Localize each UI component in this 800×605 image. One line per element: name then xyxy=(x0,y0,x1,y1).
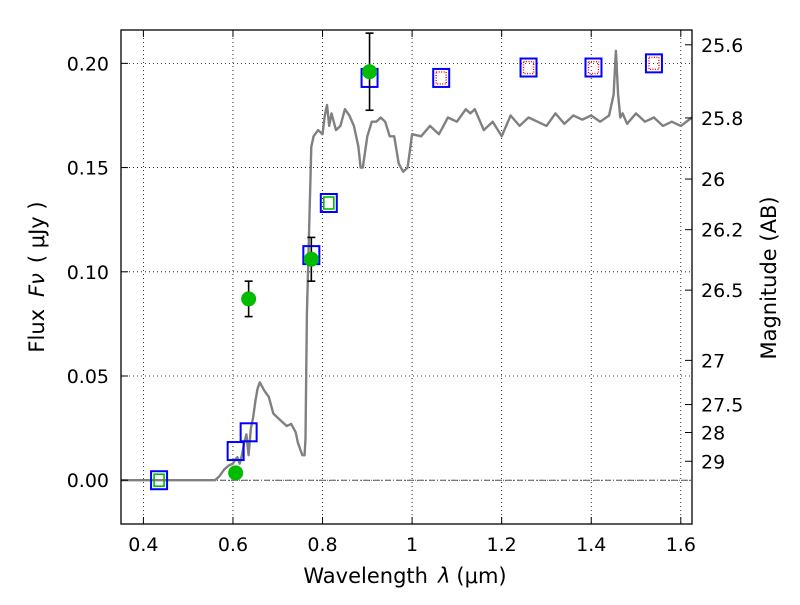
model-photometry-square xyxy=(584,57,603,78)
y-tick-label: 0.10 xyxy=(67,262,109,284)
y-axis-label: FluxFν( μJy ) xyxy=(25,201,49,352)
y-tick-label: 0.05 xyxy=(67,366,109,388)
x-tick-label: 1.4 xyxy=(576,534,606,556)
x-tick-label: 0.6 xyxy=(218,534,248,556)
magnitude-tick-label: 26 xyxy=(701,169,725,191)
magnitude-tick-label: 25.6 xyxy=(701,35,743,57)
observed-flux-point xyxy=(228,465,244,481)
magnitude-tick-label: 28 xyxy=(701,422,725,444)
observed-flux-point xyxy=(362,64,378,80)
inner-red-square xyxy=(522,60,535,75)
plot-frame xyxy=(120,29,693,525)
model-photometry-square xyxy=(150,470,169,491)
inner-red-square xyxy=(435,71,447,85)
spectrum-series xyxy=(121,49,693,482)
axis-ticks: 0.4 0.6 0.8 1 1.2 1.4 1.6 0.00 0.05 0.10 0.15 0.20 2… xyxy=(67,30,743,556)
y-tick-label: 0.20 xyxy=(67,53,109,75)
x-tick-label: 1.6 xyxy=(666,534,696,556)
inner-red-square xyxy=(587,60,600,75)
model-photometry-square xyxy=(239,422,258,443)
y-tick-label: 0.15 xyxy=(67,158,109,180)
inner-green-square xyxy=(153,473,165,488)
inner-green-square xyxy=(322,196,335,210)
model-photometry-square xyxy=(432,67,451,88)
inner-red-square xyxy=(648,56,660,71)
x-tick-label: 0.8 xyxy=(307,534,337,556)
model-photometry-square xyxy=(519,57,538,78)
magnitude-tick-label: 27.5 xyxy=(701,395,743,417)
photometry-points xyxy=(150,32,663,491)
magnitude-tick-label: 27 xyxy=(701,350,725,372)
x-tick-label: 1.2 xyxy=(487,534,517,556)
observed-flux-point xyxy=(303,251,319,267)
model-photometry-square xyxy=(644,53,663,74)
magnitude-tick-label: 26.2 xyxy=(701,220,743,242)
x-tick-label: 1 xyxy=(406,534,418,556)
model-photometry-square xyxy=(319,193,338,214)
magnitude-tick-label: 29 xyxy=(701,451,725,473)
spectrum-line xyxy=(121,49,693,482)
y2-axis-label: Magnitude (AB) xyxy=(757,196,781,359)
magnitude-tick-label: 26.5 xyxy=(701,280,743,302)
grid xyxy=(121,30,692,524)
magnitude-tick-label: 25.8 xyxy=(701,108,743,130)
y-tick-label: 0.00 xyxy=(67,470,109,492)
model-photometry-square xyxy=(226,441,245,462)
observed-flux-point xyxy=(241,291,257,307)
x-axis-label: Wavelength λ (μm) xyxy=(303,564,506,588)
x-tick-label: 0.4 xyxy=(128,534,158,556)
